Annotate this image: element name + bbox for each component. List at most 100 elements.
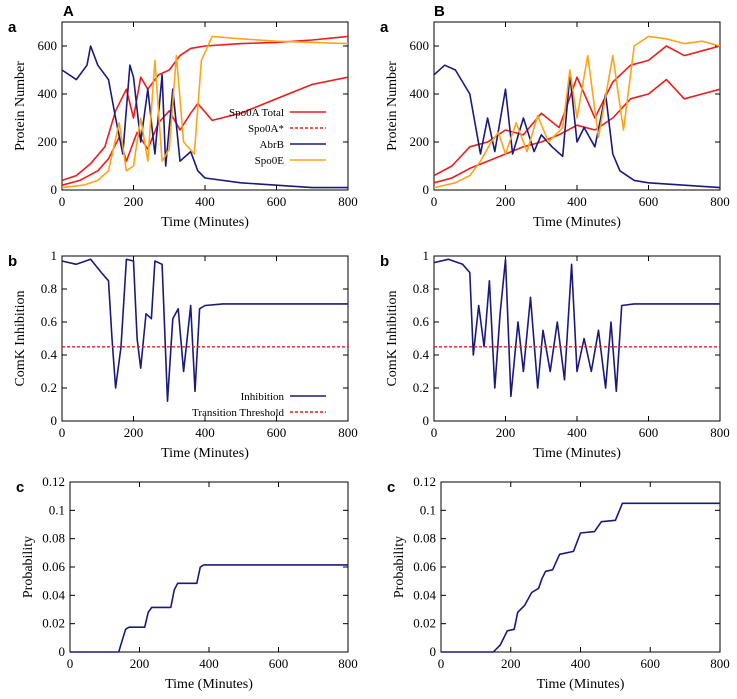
y-tick-label: 0.1 bbox=[49, 502, 65, 517]
x-tick-label: 600 bbox=[269, 656, 289, 671]
x-tick-label: 600 bbox=[267, 194, 287, 209]
y-axis-label: Probability bbox=[392, 536, 407, 598]
plot-frame bbox=[61, 21, 349, 191]
y-axis-label: Probability bbox=[21, 536, 36, 598]
x-tick-label: 800 bbox=[710, 656, 730, 671]
x-axis-label: Time (Minutes) bbox=[165, 677, 253, 692]
series-line-spo0a-total bbox=[433, 45, 721, 177]
x-tick-label: 200 bbox=[130, 656, 150, 671]
x-tick-label: 800 bbox=[710, 194, 730, 209]
legend-label: Spo0A* bbox=[248, 123, 284, 135]
x-tick-label: 400 bbox=[199, 656, 219, 671]
y-tick-label: 0.08 bbox=[42, 531, 65, 546]
row-letter: c bbox=[387, 479, 395, 496]
y-tick-label: 0 bbox=[59, 644, 66, 659]
x-axis-label: Time (Minutes) bbox=[533, 215, 621, 230]
series-line-probability bbox=[441, 502, 720, 653]
series-line-inhibition bbox=[61, 258, 348, 403]
x-tick-label: 800 bbox=[338, 425, 358, 440]
y-tick-label: 1 bbox=[51, 248, 58, 263]
x-tick-label: 400 bbox=[571, 656, 591, 671]
y-tick-label: 0.6 bbox=[413, 314, 430, 329]
x-tick-label: 200 bbox=[124, 425, 144, 440]
x-tick-label: 800 bbox=[338, 194, 358, 209]
y-tick-label: 600 bbox=[38, 38, 58, 53]
legend-label: Transition Threshold bbox=[192, 407, 284, 419]
x-tick-label: 0 bbox=[438, 656, 445, 671]
x-axis-label: Time (Minutes) bbox=[533, 446, 621, 461]
series-line-abrb bbox=[433, 64, 721, 189]
y-tick-label: 0.1 bbox=[420, 502, 436, 517]
y-tick-label: 0 bbox=[423, 413, 430, 428]
y-tick-label: 1 bbox=[423, 248, 430, 263]
x-tick-label: 400 bbox=[567, 194, 587, 209]
x-tick-label: 0 bbox=[59, 425, 66, 440]
y-tick-label: 0 bbox=[51, 182, 58, 197]
x-tick-label: 400 bbox=[567, 425, 587, 440]
x-tick-label: 600 bbox=[639, 194, 659, 209]
x-tick-label: 0 bbox=[431, 194, 438, 209]
y-tick-label: 0.08 bbox=[413, 531, 436, 546]
y-tick-label: 0.6 bbox=[41, 314, 58, 329]
y-tick-label: 0.06 bbox=[413, 559, 436, 574]
chart-a-c: 0 200 400 600 800 0 0.02 0.04 0.06 0.08 0.1 0.12 Tim… bbox=[16, 474, 358, 692]
y-tick-label: 0.04 bbox=[42, 587, 65, 602]
x-axis-label: Time (Minutes) bbox=[161, 446, 249, 461]
y-tick-label: 0.04 bbox=[413, 587, 436, 602]
plot-frame bbox=[433, 255, 721, 422]
row-letter: a bbox=[8, 19, 17, 36]
x-tick-label: 400 bbox=[195, 425, 215, 440]
chart-b-c: 0 200 400 600 800 0 0.02 0.04 0.06 0.08 0.1 0.12 Tim… bbox=[387, 474, 730, 692]
plot-frame bbox=[440, 481, 721, 653]
charts-group: 0 200 400 600 800 0 200 400 600 Time (Minutes) Pro… bbox=[8, 19, 730, 692]
y-tick-label: 0.02 bbox=[42, 616, 65, 631]
y-tick-label: 200 bbox=[410, 134, 430, 149]
y-tick-label: 0.8 bbox=[413, 281, 429, 296]
y-tick-label: 0.8 bbox=[41, 281, 57, 296]
x-tick-label: 0 bbox=[59, 194, 66, 209]
series-line-spo0e bbox=[433, 35, 721, 189]
y-axis-label: Protein Number bbox=[13, 61, 28, 151]
series-line-spo0a bbox=[433, 78, 721, 184]
y-tick-label: 600 bbox=[410, 38, 430, 53]
row-letter: a bbox=[380, 19, 389, 36]
x-tick-label: 800 bbox=[338, 656, 358, 671]
panel-letter-b-upper: B bbox=[434, 3, 445, 20]
y-tick-label: 0.12 bbox=[42, 474, 65, 489]
chart-a-a: 0 200 400 600 800 0 200 400 600 Time (Minutes) Pro… bbox=[8, 19, 358, 230]
y-axis-label: ComK Inhibition bbox=[385, 290, 400, 386]
y-tick-label: 200 bbox=[38, 134, 58, 149]
chart-a-b: 0 200 400 600 800 0 0.2 0.4 0.6 0.8 1 Time (Minutes… bbox=[8, 248, 358, 461]
x-tick-label: 200 bbox=[501, 656, 521, 671]
row-letter: b bbox=[8, 253, 17, 270]
y-tick-label: 0.4 bbox=[413, 347, 430, 362]
x-tick-label: 600 bbox=[267, 425, 287, 440]
x-tick-label: 0 bbox=[431, 425, 438, 440]
y-tick-label: 0.2 bbox=[41, 380, 57, 395]
x-tick-label: 200 bbox=[496, 425, 516, 440]
series-line-probability bbox=[70, 564, 348, 653]
y-tick-label: 0 bbox=[423, 182, 430, 197]
y-tick-label: 0 bbox=[51, 413, 58, 428]
x-axis-label: Time (Minutes) bbox=[161, 215, 249, 230]
y-tick-label: 0.4 bbox=[41, 347, 58, 362]
series-line-abrb bbox=[61, 45, 348, 189]
chart-b-b: 0 200 400 600 800 0 0.2 0.4 0.6 0.8 1 Time (Minutes… bbox=[380, 248, 730, 461]
y-tick-label: 0.06 bbox=[42, 559, 65, 574]
x-axis-label: Time (Minutes) bbox=[537, 677, 625, 692]
y-tick-label: 400 bbox=[38, 86, 58, 101]
legend-label: Spo0A Total bbox=[229, 107, 284, 119]
x-tick-label: 200 bbox=[496, 194, 516, 209]
x-tick-label: 600 bbox=[641, 656, 661, 671]
panel-letter-a-upper: A bbox=[63, 3, 74, 20]
series-line-inhibition bbox=[433, 258, 720, 398]
x-tick-label: 600 bbox=[639, 425, 659, 440]
legend-label: Spo0E bbox=[255, 155, 285, 167]
plot-frame bbox=[69, 481, 349, 653]
y-tick-label: 0.2 bbox=[413, 380, 429, 395]
series-line-spo0a-total bbox=[61, 35, 349, 182]
y-tick-label: 0.02 bbox=[413, 616, 436, 631]
y-tick-label: 400 bbox=[410, 86, 430, 101]
legend-label: AbrB bbox=[260, 139, 284, 151]
